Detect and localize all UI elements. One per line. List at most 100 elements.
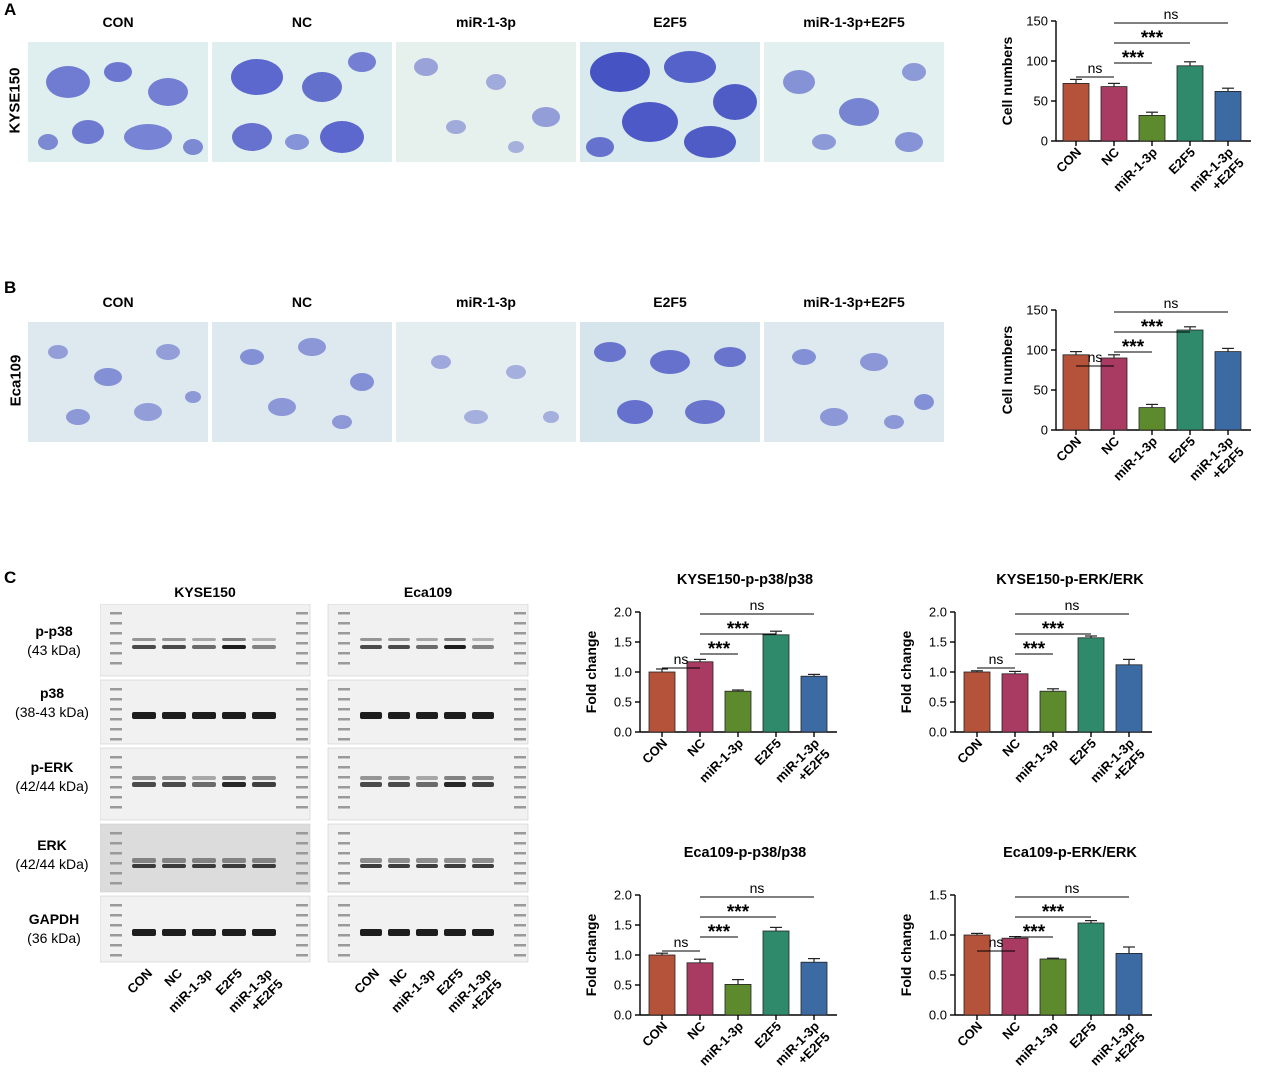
blot-ladder-0-0-1-4	[296, 652, 308, 655]
blot-band-1-1-0-0	[360, 712, 382, 719]
blot-band-0-0-3-1	[222, 645, 246, 649]
chart-c2-ytick-label-1: 0.5	[929, 695, 947, 710]
blot-band-1-2-4-0	[472, 776, 494, 780]
blot-band-0-0-2-1	[192, 645, 216, 649]
blot-ladder-0-2-1-5	[296, 806, 308, 809]
chart-c4-bar-0	[963, 934, 991, 1016]
blot-ladder-0-3-0-2	[110, 852, 122, 855]
blot-label-erk-kda: (42/44 kDa)	[15, 856, 89, 872]
chart-b-ytick-label-0: 0	[1041, 423, 1048, 438]
blot-band-0-0-4-0	[252, 638, 276, 641]
blot-ladder-0-4-0-4	[110, 944, 122, 947]
blot-ladder-1-1-1-0	[514, 688, 526, 691]
blot-ladder-1-3-0-5	[338, 882, 350, 885]
blot-band-0-3-0-0	[132, 858, 156, 863]
chart-c2-ytick-label-2: 1.0	[929, 665, 947, 680]
blot-ladder-0-2-0-4	[110, 796, 122, 799]
blot-label-gapdh: GAPDH (36 kDa)	[14, 910, 94, 948]
blot-band-0-4-2-0	[192, 929, 216, 936]
photo-title-combo-a: miR-1-3p+E2F5	[803, 14, 905, 30]
blot-ladder-0-4-1-5	[296, 954, 308, 957]
blot-band-1-1-3-0	[444, 712, 466, 719]
blot-ladder-0-2-1-1	[296, 766, 308, 769]
blot-ladder-1-3-1-1	[514, 842, 526, 845]
blot-ladder-0-0-1-0	[296, 612, 308, 615]
blot-ladder-0-3-0-0	[110, 832, 122, 835]
blot-band-0-3-4-1	[252, 864, 276, 868]
micrograph-eca109-nc	[212, 322, 392, 442]
blot-label-pp38: p-p38 (43 kDa)	[14, 622, 94, 660]
chart-c1-xlabel-1: NC	[684, 735, 708, 759]
chart-c2-bar-4	[1115, 664, 1143, 733]
blot-band-0-2-2-0	[192, 776, 216, 780]
blot-ladder-1-4-0-0	[338, 904, 350, 907]
blot-membrane-0-3	[100, 823, 311, 893]
blot-ladder-0-2-1-0	[296, 756, 308, 759]
blot-ladder-0-2-0-0	[110, 756, 122, 759]
blot-ladder-1-4-0-3	[338, 934, 350, 937]
blot-ladder-0-3-0-3	[110, 862, 122, 865]
chart-c2-bar-0	[963, 671, 991, 733]
blot-band-1-3-0-0	[360, 858, 382, 863]
western-blot-images	[100, 604, 529, 963]
blot-ladder-1-2-0-0	[338, 756, 350, 759]
chart-c1-bar-2	[724, 690, 752, 733]
blot-ladder-1-4-1-3	[514, 934, 526, 937]
micrograph-eca109-combo	[764, 322, 944, 442]
blot-ladder-1-4-1-4	[514, 944, 526, 947]
blot-lane-label-0-1: NC	[161, 965, 185, 989]
chart-b-xlabel-3: E2F5	[1166, 434, 1199, 467]
blot-ladder-1-3-1-4	[514, 872, 526, 875]
blot-ladder-0-1-1-4	[296, 728, 308, 731]
photo-title-mir-b: miR-1-3p	[456, 294, 516, 310]
blot-ladder-0-0-1-1	[296, 622, 308, 625]
blot-ladder-1-3-1-0	[514, 832, 526, 835]
blot-ladder-1-0-1-5	[514, 662, 526, 665]
blot-ladder-0-3-1-0	[296, 832, 308, 835]
blot-band-0-0-4-1	[252, 645, 276, 649]
blot-band-1-2-1-1	[388, 782, 410, 787]
blot-ladder-0-3-1-5	[296, 882, 308, 885]
panel-letter-c: C	[4, 568, 17, 587]
blot-ladder-0-0-1-2	[296, 632, 308, 635]
chart-c2-sig-label-0: ns	[1065, 597, 1080, 613]
chart-c1-ytick-label-1: 0.5	[614, 695, 632, 710]
blot-band-0-3-2-0	[192, 858, 216, 863]
blot-band-1-0-3-0	[444, 638, 466, 641]
chart-b-sig-label-2: ***	[1122, 337, 1145, 358]
blot-title-kyse150: KYSE150	[174, 584, 236, 600]
blot-ladder-0-1-0-2	[110, 708, 122, 711]
blot-ladder-0-0-1-5	[296, 662, 308, 665]
chart-b-bar-2	[1138, 407, 1166, 431]
chart-c4-title: Eca109-p-ERK/ERK	[1003, 845, 1137, 861]
blot-ladder-1-4-1-2	[514, 924, 526, 927]
blot-ladder-0-1-0-3	[110, 718, 122, 721]
blot-band-1-2-0-1	[360, 782, 382, 787]
blot-band-0-2-2-1	[192, 782, 216, 787]
blot-lane-label-1-0: CON	[351, 966, 382, 997]
micrograph-kyse150-e2f5	[580, 42, 760, 162]
chart-c4-xlabel-1: NC	[999, 1018, 1023, 1042]
blot-band-1-3-0-1	[360, 864, 382, 868]
blot-ladder-1-4-0-2	[338, 924, 350, 927]
blot-ladder-1-3-0-3	[338, 862, 350, 865]
chart-c2-title: KYSE150-p-ERK/ERK	[996, 572, 1144, 588]
chart-c3-title: Eca109-p-p38/p38	[683, 845, 807, 861]
blot-ladder-1-0-1-0	[514, 612, 526, 615]
blot-ladder-0-0-1-3	[296, 642, 308, 645]
blot-label-p38: p38 (38-43 kDa)	[2, 684, 102, 722]
chart-c2-ytick-label-0: 0.0	[929, 725, 947, 740]
chart-c1-bar-3	[762, 634, 790, 733]
blot-ladder-1-2-1-2	[514, 776, 526, 779]
blot-ladder-1-2-0-4	[338, 796, 350, 799]
blot-ladder-0-2-0-2	[110, 776, 122, 779]
blot-ladder-1-0-1-3	[514, 642, 526, 645]
blot-band-0-3-1-0	[162, 858, 186, 863]
chart-c1-ylabel: Fold change	[583, 631, 599, 714]
blot-ladder-1-0-1-2	[514, 632, 526, 635]
blot-ladder-1-2-0-5	[338, 806, 350, 809]
blot-ladder-1-4-1-1	[514, 914, 526, 917]
blot-band-0-4-3-0	[222, 929, 246, 936]
